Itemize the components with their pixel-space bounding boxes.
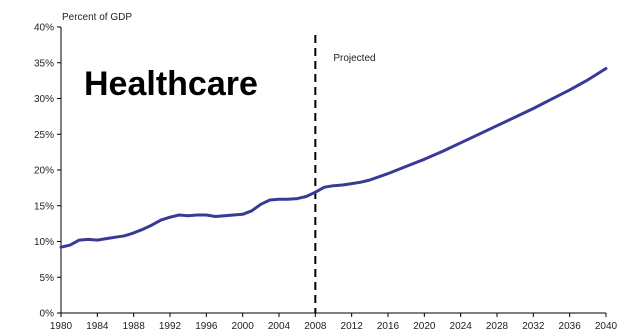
x-tick-label: 2004 xyxy=(268,321,291,332)
y-tick-label: 40% xyxy=(34,23,54,34)
y-tick-label: 5% xyxy=(40,273,55,284)
x-tick-label: 2032 xyxy=(522,321,545,332)
x-tick-label: 2028 xyxy=(486,321,509,332)
x-tick-label: 1984 xyxy=(86,321,109,332)
x-tick-label: 2036 xyxy=(559,321,582,332)
series-line-healthcare xyxy=(59,67,608,249)
x-tick-label: 2040 xyxy=(595,321,618,332)
x-tick-label: 2020 xyxy=(413,321,436,332)
y-tick-label: 10% xyxy=(34,237,54,248)
x-ticks: 1980 1984 1988 1992 1996 2000 2004 2008 2012 2016… xyxy=(50,313,618,332)
y-tick-label: 25% xyxy=(34,130,54,141)
y-tick-label: 0% xyxy=(40,309,55,320)
x-tick-label: 1980 xyxy=(50,321,73,332)
chart-title: Healthcare xyxy=(84,65,258,103)
x-tick-label: 2024 xyxy=(450,321,473,332)
y-tick-label: 35% xyxy=(34,58,54,69)
projected-annotation: Projected xyxy=(333,53,375,64)
x-tick-label: 1988 xyxy=(123,321,146,332)
y-tick-label: 20% xyxy=(34,166,54,177)
x-tick-label: 2008 xyxy=(304,321,327,332)
x-tick-label: 1992 xyxy=(159,321,182,332)
y-ticks: 0% 5% 10% 15% 20% 25% 30% 35% 40% xyxy=(34,23,61,320)
y-tick-label: 15% xyxy=(34,201,54,212)
x-tick-label: 2000 xyxy=(232,321,255,332)
y-axis-label: Percent of GDP xyxy=(62,12,132,23)
x-tick-label: 1996 xyxy=(195,321,218,332)
x-tick-label: 2012 xyxy=(341,321,364,332)
x-tick-label: 2016 xyxy=(377,321,400,332)
y-tick-label: 30% xyxy=(34,94,54,105)
